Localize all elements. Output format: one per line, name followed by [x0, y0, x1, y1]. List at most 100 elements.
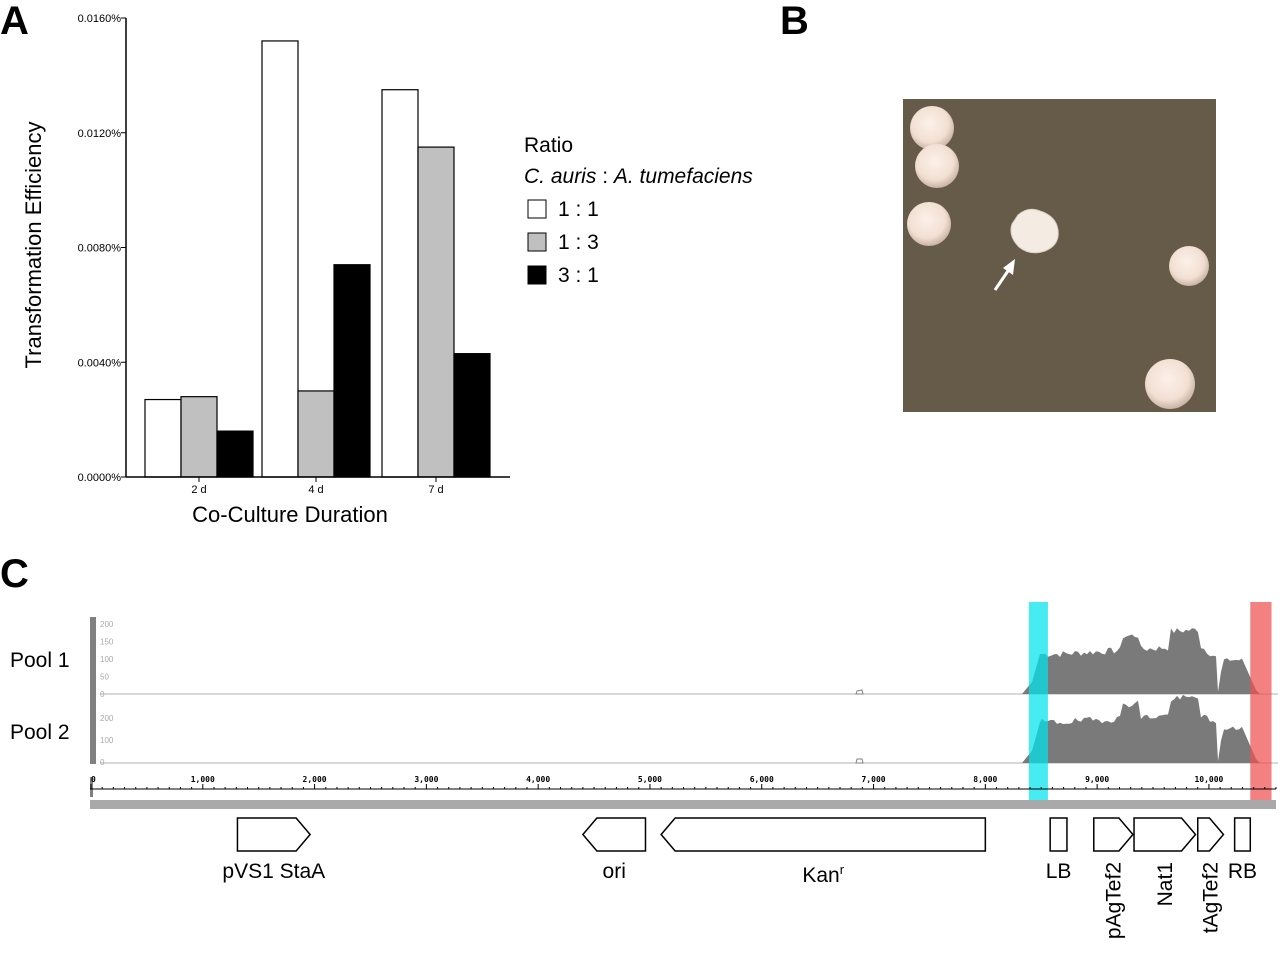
- y-axis-title: Transformation Efficiency: [21, 122, 46, 369]
- feature-tagtef2: [1197, 817, 1225, 852]
- bar-7d-series-2: [453, 353, 491, 478]
- coverage-tick: 200: [100, 714, 114, 723]
- bars: [144, 40, 491, 478]
- transformant-colony: [1010, 208, 1059, 254]
- feature-kanr: [660, 817, 987, 852]
- bar-chart: 0.0000% 0.0040% 0.0080% 0.0120% 0.0160% 2 d 4…: [21, 13, 510, 527]
- legend-subtitle-separator: :: [596, 165, 614, 188]
- pool-2-coverage: [1022, 694, 1260, 763]
- ruler-tick-label: 9,000: [1085, 775, 1109, 784]
- highlight-lb: [1028, 602, 1048, 808]
- highlight-rb: [1250, 602, 1272, 808]
- legend-swatch: [527, 232, 547, 252]
- feature-label-lb: LB: [1046, 860, 1072, 883]
- track-label-pool-2: Pool 2: [10, 721, 70, 744]
- ruler-tick-label: 6,000: [750, 775, 774, 784]
- feature-label-ori: ori: [603, 860, 626, 883]
- x-tick-label: 7 d: [428, 484, 443, 496]
- legend-label: 1 : 3: [558, 231, 599, 254]
- ruler-tick-label: 8,000: [973, 775, 997, 784]
- feature-lb: [1049, 817, 1068, 852]
- ruler-tick-label: 1,000: [191, 775, 215, 784]
- feature-label-nat1: Nat1: [1154, 862, 1177, 906]
- coverage-tick: 100: [100, 655, 114, 664]
- sequence-bar: [90, 800, 1276, 809]
- feature-label-kan-sup: r: [840, 862, 845, 877]
- colony: [1169, 246, 1209, 286]
- ruler: 0 1,000 2,000 3,000 4,000 5,000 6,000 7,000 8,00…: [90, 775, 1277, 789]
- feature-label-pagtef2: pAgTef2: [1102, 862, 1125, 939]
- colony: [907, 202, 951, 246]
- coverage-tick: 150: [100, 638, 114, 647]
- bar-4d-series-2: [333, 264, 371, 478]
- colony: [915, 144, 959, 188]
- y-tick-label: 0.0080%: [78, 243, 122, 255]
- panel-letter-b: B: [780, 0, 809, 43]
- x-axis: 2 d 4 d 7 d: [191, 477, 444, 496]
- feature-pagtef2: [1093, 817, 1134, 852]
- ruler-tick-label: 0: [91, 775, 96, 784]
- bar-2d-series-1: [180, 396, 218, 478]
- legend: Ratio C. auris : A. tumefaciens 1 : 11 :…: [524, 134, 753, 287]
- pool-1-coverage: [1022, 628, 1260, 694]
- ruler-tick-label: 4,000: [526, 775, 550, 784]
- feature-label-rb: RB: [1228, 860, 1257, 883]
- bar-4d-series-0: [261, 40, 299, 478]
- y-tick-label: 0.0120%: [78, 128, 122, 140]
- x-tick-label: 4 d: [308, 484, 323, 496]
- coverage-tick: 50: [100, 673, 109, 682]
- feature-label-pvs1-staa: pVS1 StaA: [222, 860, 325, 883]
- ruler-tick-label: 7,000: [862, 775, 886, 784]
- y-tick-label: 0.0000%: [78, 472, 122, 484]
- plate-photo: [903, 99, 1216, 412]
- feature-label-kan: Kanr: [802, 862, 844, 887]
- bar-2d-series-0: [144, 398, 182, 478]
- colony: [910, 106, 954, 150]
- legend-title: Ratio: [524, 134, 573, 157]
- panel-letter-c: C: [0, 552, 29, 596]
- track-sidebar: [90, 617, 96, 764]
- legend-items: 1 : 1 1 : 3 3 : 1: [527, 198, 599, 287]
- legend-swatch: [527, 265, 547, 285]
- coverage-tick: 200: [100, 620, 114, 629]
- ruler-tick-label: 10,000: [1194, 775, 1223, 784]
- legend-label: 1 : 1: [558, 198, 599, 221]
- coverage-tick: 100: [100, 736, 114, 745]
- arrow-head-icon: [1003, 259, 1015, 275]
- colony: [1145, 359, 1195, 409]
- feature-label-kan-base: Kan: [802, 864, 839, 887]
- feature-ori: [581, 817, 647, 852]
- y-axis: 0.0000% 0.0040% 0.0080% 0.0120% 0.0160%: [78, 13, 126, 484]
- ruler-tick-label: 2,000: [303, 775, 327, 784]
- pool-1-small-peak: [855, 689, 864, 695]
- feature-label-tagtef2: tAgTef2: [1200, 862, 1223, 933]
- panel-letter-a: A: [0, 0, 29, 43]
- ruler-tick-label: 3,000: [414, 775, 438, 784]
- legend-subtitle: C. auris : A. tumefaciens: [524, 165, 753, 188]
- feature-nat1: [1133, 817, 1197, 852]
- legend-swatch: [527, 199, 547, 219]
- x-axis-title: Co-Culture Duration: [192, 502, 388, 527]
- bar-4d-series-1: [297, 390, 335, 478]
- y-tick-label: 0.0040%: [78, 357, 122, 369]
- pool-1-scale: 200150100500: [100, 620, 114, 699]
- bar-2d-series-2: [216, 430, 254, 478]
- x-tick-label: 2 d: [191, 484, 206, 496]
- ruler-tick-label: 5,000: [638, 775, 662, 784]
- pool-2-small-peak: [855, 758, 864, 764]
- track-label-pool-1: Pool 1: [10, 649, 70, 672]
- feature-pvs1-staa: [236, 817, 312, 852]
- highlights: [1028, 602, 1272, 808]
- y-tick-label: 0.0160%: [78, 13, 122, 25]
- legend-label: 3 : 1: [558, 264, 599, 287]
- feature-rb: [1233, 817, 1252, 852]
- arrow-icon: [993, 267, 1012, 291]
- bar-7d-series-0: [381, 89, 419, 478]
- bar-7d-series-1: [417, 146, 455, 478]
- legend-subtitle-species-a: C. auris: [524, 165, 597, 188]
- legend-subtitle-species-b: A. tumefaciens: [612, 165, 753, 188]
- feature-map: pVS1 StaA ori Kanr LB pAgTef2 Nat1 tAgTef2 RB: [222, 817, 1257, 939]
